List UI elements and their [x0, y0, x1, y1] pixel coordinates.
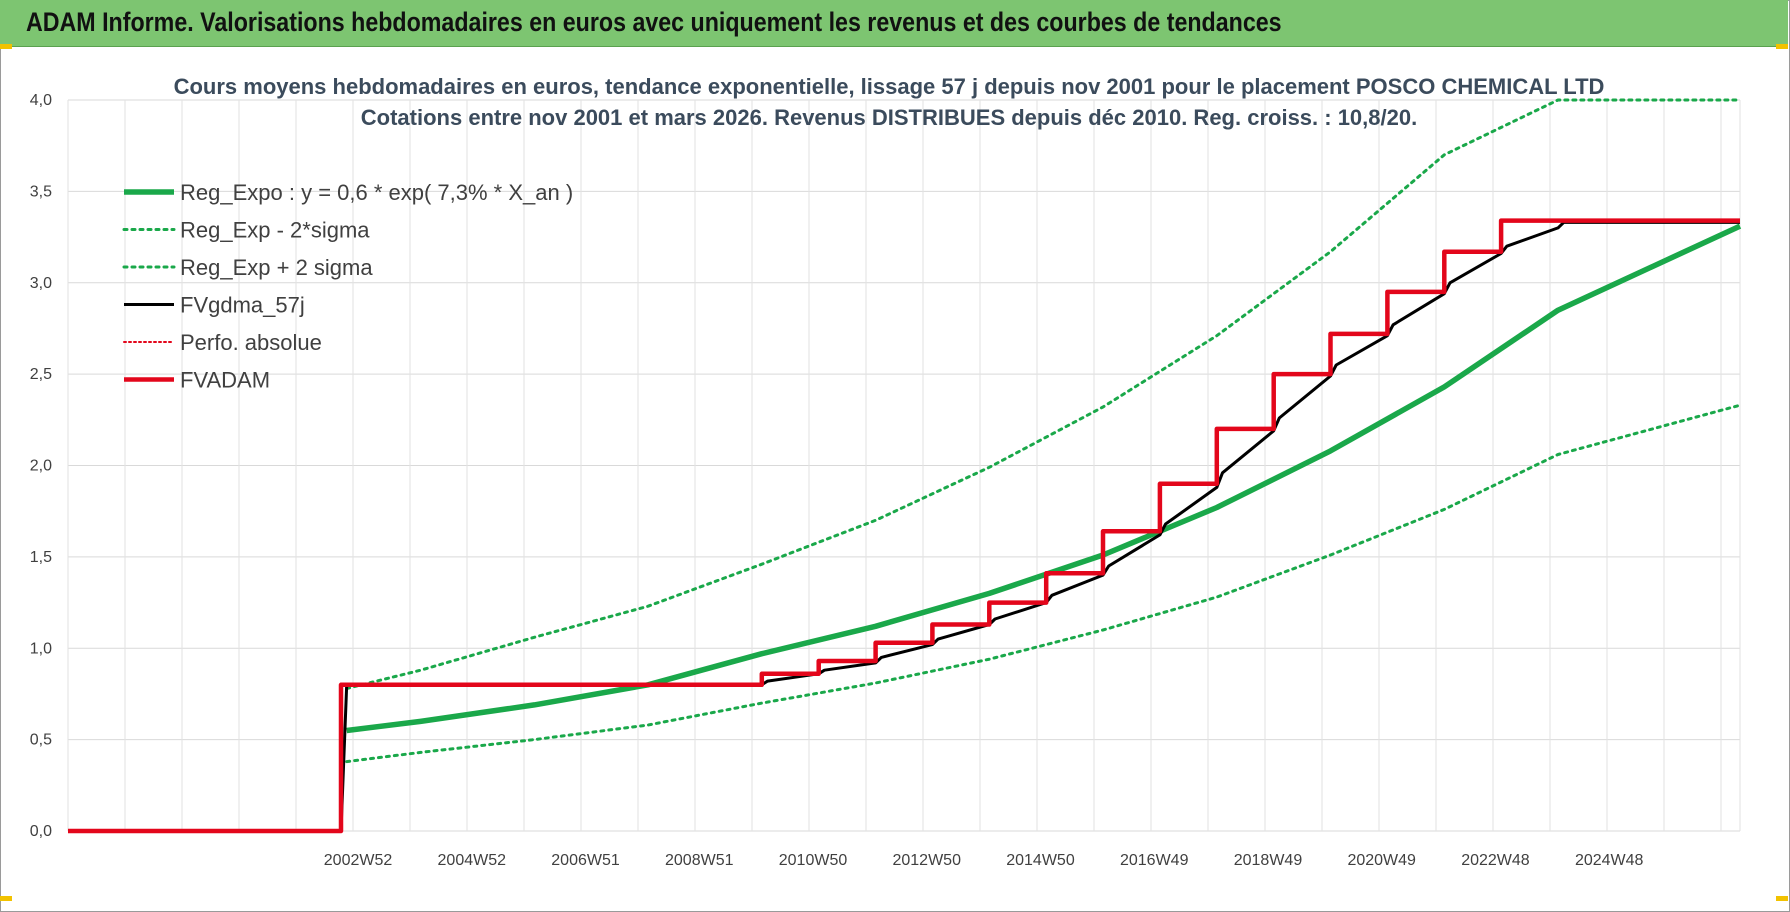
x-tick-label: 2006W51	[551, 852, 620, 869]
y-axis: 0,0 0,5 1,0 1,5 2,0 2,5 3,0 3,5 4,0	[30, 92, 52, 840]
y-tick-label: 1,0	[30, 640, 52, 657]
legend-label: FVgdma_57j	[180, 293, 305, 318]
y-tick-label: 2,5	[30, 366, 52, 383]
x-tick-label: 2012W50	[892, 852, 961, 869]
x-tick-label: 2024W48	[1575, 852, 1644, 869]
legend-label: Perfo. absolue	[180, 330, 322, 355]
y-tick-label: 1,5	[30, 549, 52, 566]
x-axis: 2002W52 2004W52 2006W51 2008W51 2010W50 2012W…	[324, 852, 1644, 869]
series-line	[345, 98, 1742, 690]
series-line	[345, 403, 1742, 764]
legend-label: Reg_Exp + 2 sigma	[180, 255, 373, 280]
y-tick-label: 4,0	[30, 92, 52, 109]
corner-marker	[0, 44, 12, 49]
series-group	[68, 98, 1742, 834]
x-tick-label: 2002W52	[324, 852, 393, 869]
legend: Reg_Expo : y = 0,6 * exp( 7,3% * X_an ) R…	[122, 180, 573, 393]
y-tick-label: 0,0	[30, 823, 52, 840]
y-tick-label: 0,5	[30, 732, 52, 749]
x-tick-label: 2022W48	[1461, 852, 1530, 869]
series-line	[68, 220, 1740, 833]
grid-lines	[67, 99, 1741, 832]
x-tick-label: 2008W51	[665, 852, 734, 869]
x-tick-label: 2014W50	[1006, 852, 1075, 869]
series-line	[346, 223, 1742, 734]
chart-subtitle: Cotations entre nov 2001 et mars 2026. R…	[361, 105, 1417, 130]
chart-title: Cours moyens hebdomadaires en euros, ten…	[174, 74, 1605, 99]
corner-marker	[1776, 896, 1788, 901]
corner-marker	[0, 896, 12, 901]
report-title: ADAM Informe. Valorisations hebdomadaire…	[26, 7, 1282, 37]
x-tick-label: 2020W49	[1347, 852, 1416, 869]
corner-marker	[1776, 44, 1788, 49]
y-tick-label: 3,0	[30, 275, 52, 292]
x-tick-label: 2004W52	[438, 852, 507, 869]
x-tick-label: 2010W50	[779, 852, 848, 869]
series-line	[68, 218, 1740, 834]
legend-label: FVADAM	[180, 368, 270, 393]
legend-label: Reg_Expo : y = 0,6 * exp( 7,3% * X_an )	[180, 180, 573, 205]
x-tick-label: 2016W49	[1120, 852, 1189, 869]
legend-label: Reg_Exp - 2*sigma	[180, 218, 370, 243]
y-tick-label: 2,0	[30, 458, 52, 475]
report-header: ADAM Informe. Valorisations hebdomadaire…	[0, 0, 1788, 47]
x-tick-label: 2018W49	[1234, 852, 1303, 869]
y-tick-label: 3,5	[30, 183, 52, 200]
